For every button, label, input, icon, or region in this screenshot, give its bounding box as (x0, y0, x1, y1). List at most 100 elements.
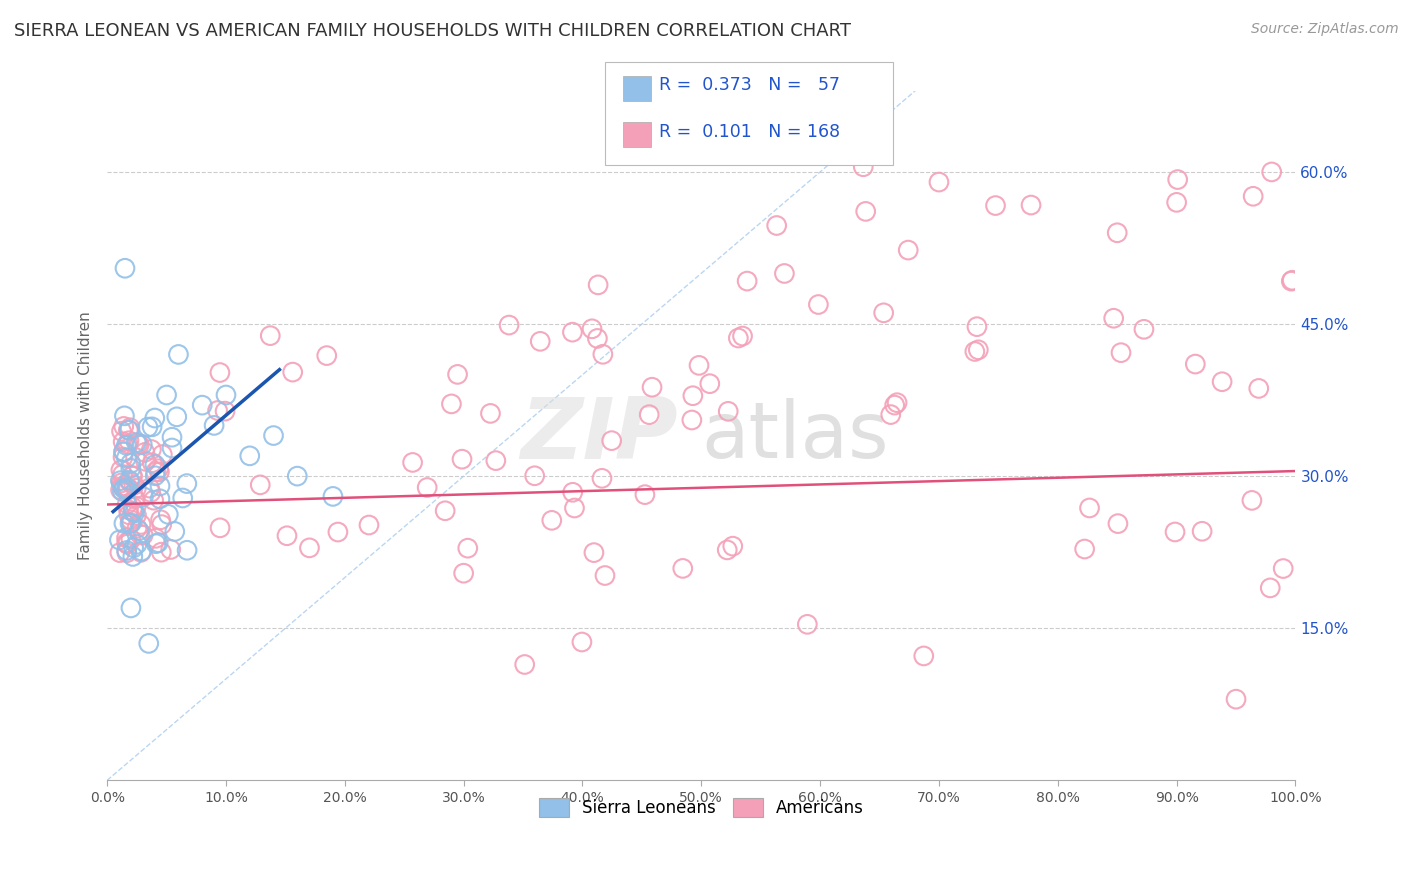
Point (141, 442, 163, 457)
Point (1247, 381, 1270, 395)
Point (110, 463, 132, 477)
Point (1240, 493, 1263, 508)
Text: R =  0.101   N = 168: R = 0.101 N = 168 (659, 123, 841, 141)
Point (115, 531, 138, 545)
Point (108, 546, 131, 560)
Point (121, 549, 143, 564)
Point (118, 434, 141, 448)
Point (148, 465, 170, 479)
Point (134, 445, 156, 459)
Legend: Sierra Leoneans, Americans: Sierra Leoneans, Americans (531, 791, 870, 823)
Point (586, 331, 609, 345)
Point (110, 474, 132, 488)
Point (141, 456, 163, 470)
Point (202, 418, 225, 433)
Point (883, 398, 905, 412)
Point (115, 450, 138, 465)
Point (124, 450, 146, 465)
Point (117, 423, 139, 437)
Point (1225, 692, 1247, 706)
Point (1211, 375, 1233, 389)
Point (110, 424, 132, 438)
Point (682, 389, 704, 403)
Point (215, 388, 238, 402)
Point (122, 541, 145, 555)
Point (124, 491, 146, 506)
Point (638, 408, 661, 422)
Point (401, 455, 423, 469)
Point (796, 617, 818, 632)
Point (136, 420, 159, 434)
Point (1107, 226, 1129, 240)
Point (115, 543, 138, 558)
Point (112, 480, 135, 494)
Point (148, 535, 170, 549)
Point (716, 542, 738, 557)
Point (485, 453, 508, 467)
Point (214, 404, 236, 418)
Point (963, 344, 986, 359)
Point (118, 473, 141, 487)
Point (118, 420, 141, 434)
Point (1078, 500, 1101, 515)
Point (111, 484, 134, 499)
Point (561, 485, 583, 500)
Point (131, 544, 153, 558)
Point (727, 331, 749, 345)
Point (124, 506, 146, 520)
Point (114, 261, 136, 276)
Point (138, 481, 160, 495)
Point (159, 542, 181, 557)
Text: SIERRA LEONEAN VS AMERICAN FAMILY HOUSEHOLDS WITH CHILDREN CORRELATION CHART: SIERRA LEONEAN VS AMERICAN FAMILY HOUSEH… (14, 22, 851, 40)
Point (561, 325, 583, 339)
Point (117, 537, 139, 551)
Point (163, 524, 186, 539)
Point (1019, 198, 1042, 212)
Point (128, 524, 150, 538)
Point (120, 456, 142, 470)
Point (121, 469, 143, 483)
Point (453, 566, 475, 581)
Point (731, 329, 754, 343)
Point (125, 537, 148, 551)
Point (249, 478, 271, 492)
Point (125, 435, 148, 450)
Point (111, 479, 134, 493)
Text: Source: ZipAtlas.com: Source: ZipAtlas.com (1251, 22, 1399, 37)
Text: R =  0.373   N =   57: R = 0.373 N = 57 (659, 76, 841, 94)
Point (115, 438, 138, 452)
Point (966, 319, 988, 334)
Point (872, 306, 894, 320)
Point (1133, 322, 1156, 336)
Point (120, 601, 142, 615)
Y-axis label: Family Households with Children: Family Households with Children (79, 311, 93, 560)
Point (571, 635, 593, 649)
Point (886, 395, 908, 409)
Point (125, 481, 148, 495)
Point (131, 438, 153, 452)
Point (208, 366, 231, 380)
Point (681, 413, 703, 427)
Point (132, 528, 155, 542)
Point (172, 491, 194, 505)
Point (120, 533, 142, 547)
Point (1258, 581, 1281, 595)
Point (150, 545, 173, 559)
Point (176, 476, 198, 491)
Point (529, 334, 551, 349)
Point (145, 536, 167, 550)
Text: ZIP: ZIP (520, 394, 678, 477)
Point (112, 516, 135, 531)
Point (114, 409, 136, 423)
Point (135, 454, 157, 468)
Point (1184, 357, 1206, 371)
Point (115, 546, 138, 560)
Point (110, 483, 132, 497)
Point (120, 475, 142, 490)
Point (1109, 345, 1132, 359)
Point (897, 243, 920, 257)
Point (129, 527, 152, 541)
Point (1167, 172, 1189, 186)
Point (121, 468, 143, 483)
Point (176, 543, 198, 558)
